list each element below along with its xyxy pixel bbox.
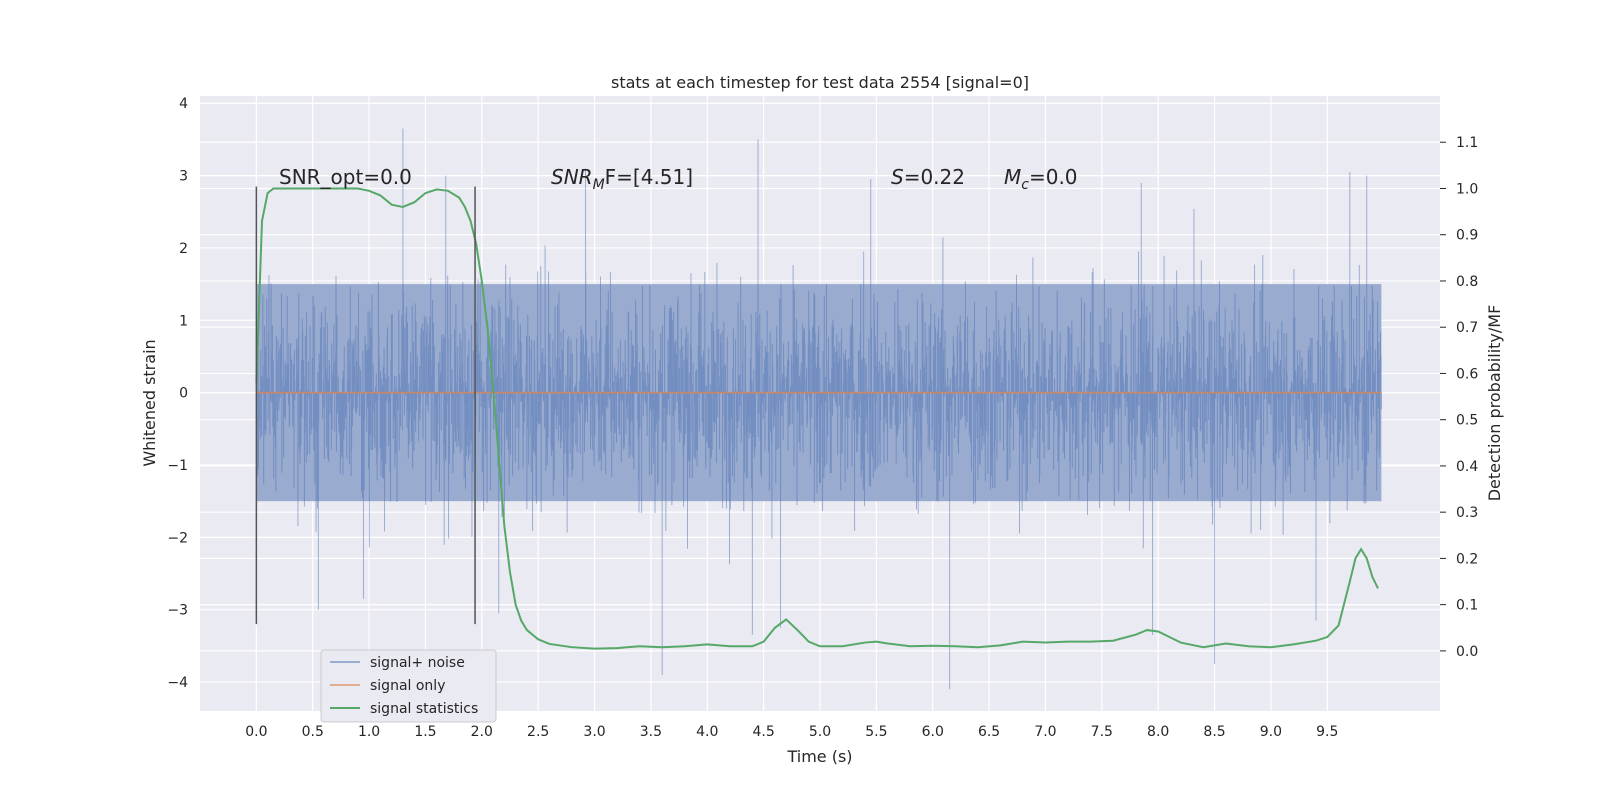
x-tick-label: 3.5 <box>640 724 662 740</box>
x-axis-title: Time (s) <box>786 747 852 766</box>
y-tick-label: −2 <box>167 530 188 546</box>
chart-title: stats at each timestep for test data 255… <box>611 73 1029 92</box>
y2-tick-label: 0.3 <box>1456 505 1478 521</box>
x-tick-label: 9.0 <box>1260 724 1282 740</box>
x-tick-label: 6.5 <box>978 724 1000 740</box>
snr-mf-sub: M <box>593 177 605 193</box>
y2-tick-label: 0.6 <box>1456 366 1478 382</box>
series-signal-statistics <box>255 187 1379 650</box>
x-tick-label: 1.5 <box>414 724 436 740</box>
x-tick-label: 0.5 <box>302 724 324 740</box>
y2-tick-labels: 1.1 1.0 0.9 0.8 0.7 0.6 0.5 0.4 0.3 0.2 0.1 0.0 <box>1440 135 1478 660</box>
mc-var: M <box>1004 165 1021 189</box>
snr-mf-rest: F=[4.51] <box>605 165 693 189</box>
snr-mf-base: SNR <box>551 165 593 189</box>
y-tick-label: 0 <box>179 386 188 402</box>
legend-label-signal: signal only <box>370 678 445 694</box>
x-tick-label: 0.0 <box>245 724 267 740</box>
x-tick-label: 9.5 <box>1316 724 1338 740</box>
vertical-markers <box>255 186 476 625</box>
y-axis-title: Whitened strain <box>140 339 159 466</box>
x-tick-label: 1.0 <box>358 724 380 740</box>
y2-tick-label: 0.8 <box>1456 274 1478 290</box>
annotation-snr-opt: SNR_opt=0.0 <box>279 165 412 189</box>
y2-tick-label: 0.5 <box>1456 413 1478 429</box>
annotation-snr-mf: SNRMF=[4.51] <box>551 165 693 193</box>
y-tick-label: −1 <box>167 458 188 474</box>
mc-sub: c <box>1021 177 1029 193</box>
y2-tick-label: 0.0 <box>1456 644 1478 660</box>
x-tick-label: 2.0 <box>471 724 493 740</box>
legend-box <box>320 649 497 723</box>
y2-axis-title: Detection probability/MF <box>1485 305 1504 502</box>
y-tick-label: 3 <box>179 169 188 185</box>
x-tick-label: 5.5 <box>865 724 887 740</box>
y2-tick-label: 1.0 <box>1456 181 1478 197</box>
x-tick-label: 8.0 <box>1147 724 1169 740</box>
legend: signal+ noise signal only signal statist… <box>320 649 497 723</box>
y2-tick-label: 1.1 <box>1456 135 1478 151</box>
mc-val: =0.0 <box>1029 165 1078 189</box>
x-tick-label: 4.0 <box>696 724 718 740</box>
x-tick-label: 4.5 <box>753 724 775 740</box>
y-tick-label: −3 <box>167 603 188 619</box>
annotation-s: S=0.22 <box>891 165 965 189</box>
x-tick-labels: 0.0 0.5 1.0 1.5 2.0 2.5 3.0 3.5 4.0 4.5 5.0 5.5 6.0 6… <box>245 724 1338 740</box>
y-tick-label: 2 <box>179 241 188 257</box>
x-tick-label: 7.5 <box>1091 724 1113 740</box>
y-tick-label: 1 <box>179 313 188 329</box>
x-tick-label: 2.5 <box>527 724 549 740</box>
s-val: =0.22 <box>904 165 965 189</box>
y-tick-labels: 4 3 2 1 0 −1 −2 −3 −4 <box>167 96 188 691</box>
x-tick-label: 5.0 <box>809 724 831 740</box>
y-tick-label: 4 <box>179 96 188 112</box>
legend-label-noise: signal+ noise <box>370 655 465 671</box>
y2-tick-label: 0.2 <box>1456 551 1478 567</box>
y2-tick-label: 0.9 <box>1456 228 1478 244</box>
y2-tick-label: 0.4 <box>1456 459 1478 475</box>
legend-label-stats: signal statistics <box>370 701 478 717</box>
x-tick-label: 7.0 <box>1034 724 1056 740</box>
s-var: S <box>891 165 904 189</box>
y-tick-label: −4 <box>167 675 188 691</box>
y2-tick-label: 0.1 <box>1456 598 1478 614</box>
x-tick-label: 8.5 <box>1203 724 1225 740</box>
y2-tick-label: 0.7 <box>1456 320 1478 336</box>
annotation-mc: Mc=0.0 <box>1004 165 1078 193</box>
x-tick-label: 3.0 <box>583 724 605 740</box>
x-tick-label: 6.0 <box>922 724 944 740</box>
